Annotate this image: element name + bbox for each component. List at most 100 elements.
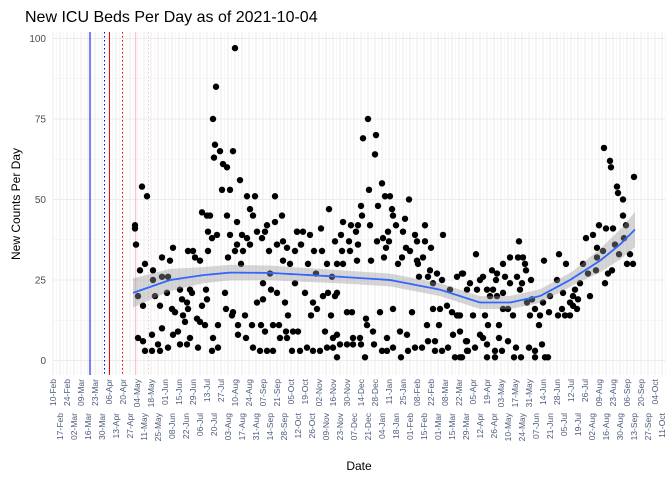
data-point [183, 299, 191, 306]
data-point [211, 141, 219, 148]
data-point [249, 344, 257, 351]
data-point [306, 231, 314, 239]
data-point [498, 347, 506, 355]
data-point [269, 321, 277, 329]
data-point [378, 347, 386, 355]
x-tick-label: 11-Jan [384, 379, 394, 405]
data-point [364, 115, 372, 123]
data-point [385, 238, 393, 245]
x-tick-label: 09-Mar [76, 379, 86, 406]
data-point [323, 260, 331, 268]
data-point [495, 334, 503, 342]
data-point [349, 341, 357, 348]
data-point [291, 280, 299, 287]
data-point [134, 334, 142, 342]
data-point [582, 234, 590, 242]
data-point [383, 347, 391, 355]
data-point [226, 231, 234, 239]
data-point [323, 344, 331, 351]
data-point [210, 154, 218, 161]
data-point [218, 186, 226, 194]
x-tick-label: 04-Jan [377, 413, 387, 439]
data-point [174, 328, 182, 335]
y-axis-ticks: 0 25 50 75 100 [29, 34, 46, 367]
data-point [331, 238, 339, 245]
data-point [531, 347, 539, 355]
data-point [339, 260, 347, 268]
data-point [424, 273, 432, 280]
data-point [208, 234, 216, 242]
data-point [253, 228, 261, 235]
data-point [222, 305, 230, 313]
data-point [356, 334, 364, 342]
data-point [243, 193, 251, 200]
data-point [446, 286, 454, 293]
data-point [209, 334, 217, 342]
data-point [204, 247, 212, 255]
x-tick-label: 15-Mar [447, 413, 457, 440]
x-tick-label: 05-Apr [468, 379, 478, 405]
data-point [349, 334, 357, 342]
data-point [148, 347, 156, 355]
data-point [576, 280, 584, 287]
data-point [281, 299, 289, 306]
x-tick-label: 28-Dec [370, 378, 380, 406]
y-axis-title: New Counts Per Day [9, 148, 23, 260]
data-point [139, 337, 147, 345]
reference-lines [89, 32, 149, 375]
data-point [234, 331, 242, 338]
data-point [256, 347, 264, 355]
data-point [198, 209, 206, 216]
data-point [239, 247, 247, 255]
x-tick-label: 07-Dec [349, 412, 359, 440]
data-point [403, 331, 411, 338]
data-point [164, 344, 172, 351]
data-point [398, 254, 406, 261]
data-point [545, 308, 553, 316]
data-point [499, 305, 507, 313]
x-tick-label: 06-Apr [104, 379, 114, 405]
x-tick-label: 30-Nov [342, 378, 352, 406]
x-tick-label: 07-Sep [258, 379, 268, 407]
data-point [216, 147, 224, 155]
data-point [443, 302, 451, 309]
data-point [286, 260, 294, 268]
data-point [333, 260, 341, 268]
x-tick-label: 08-Feb [412, 379, 422, 406]
data-point [134, 292, 142, 300]
data-point [379, 234, 387, 242]
data-point [483, 354, 491, 361]
data-point [171, 308, 179, 316]
data-point [321, 328, 329, 335]
data-point [394, 260, 402, 268]
data-point [522, 267, 530, 274]
x-tick-label: 21-Sep [272, 379, 282, 407]
data-point [228, 312, 236, 319]
data-point [136, 267, 144, 274]
data-point [324, 289, 332, 297]
grid [52, 32, 666, 375]
data-point [353, 257, 361, 264]
x-tick-label: 03-May [496, 378, 506, 407]
data-point [473, 286, 481, 293]
data-point [415, 273, 423, 280]
data-point [169, 331, 177, 338]
data-point [138, 183, 146, 190]
data-point [276, 334, 284, 342]
data-point [562, 260, 570, 268]
data-point [579, 260, 587, 268]
y-tick-label: 25 [35, 275, 47, 286]
data-point [540, 257, 548, 264]
data-point [424, 337, 432, 345]
data-point [214, 321, 222, 329]
data-point [401, 215, 409, 222]
data-point [414, 260, 422, 268]
data-point [389, 305, 397, 313]
data-point [411, 231, 419, 239]
data-point [510, 354, 518, 361]
data-point [378, 180, 386, 187]
data-point [283, 244, 291, 251]
x-tick-label: 22-Jun [181, 413, 191, 439]
data-point [593, 254, 601, 261]
data-point [606, 157, 614, 165]
